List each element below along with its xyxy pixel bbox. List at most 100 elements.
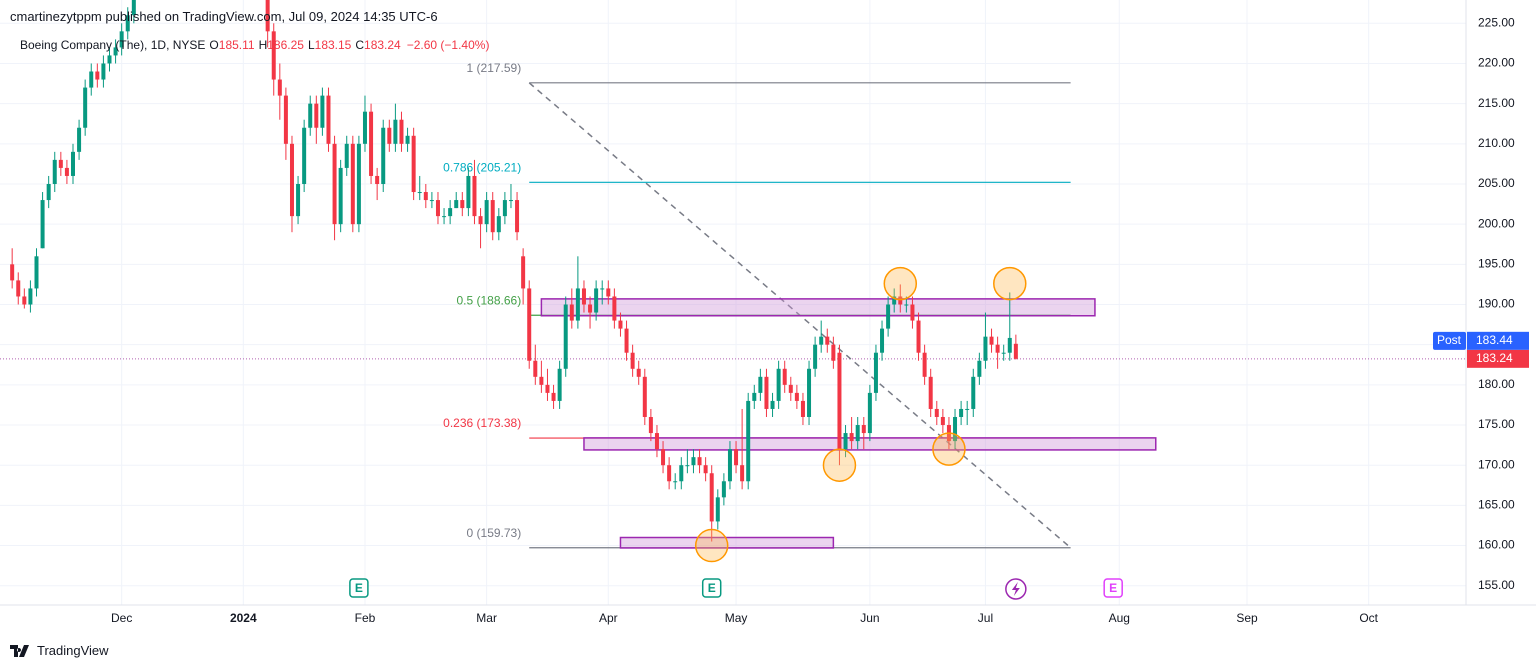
candle-body — [113, 47, 118, 56]
x-tick-label: Jul — [978, 611, 993, 625]
x-tick-label: May — [725, 611, 748, 625]
y-tick-label: 170.00 — [1478, 457, 1515, 471]
candle-body — [867, 392, 872, 434]
candle-body — [435, 200, 440, 217]
candle-body — [52, 159, 57, 184]
candle-body — [995, 344, 1000, 353]
post-price-label: 183.44 — [1476, 333, 1513, 347]
candle-body — [746, 400, 751, 482]
candle-body — [551, 392, 556, 401]
candle-body — [484, 200, 489, 225]
candle-body — [575, 288, 580, 321]
x-tick-label: Jun — [860, 611, 879, 625]
candle-body — [940, 416, 945, 426]
candle-body — [308, 103, 313, 128]
last-price-box — [1467, 349, 1529, 368]
candle-body — [752, 392, 757, 401]
candle-body — [727, 449, 732, 482]
candle-body — [545, 384, 550, 393]
candle-body — [22, 296, 27, 305]
candle-body — [965, 408, 970, 410]
candle-body — [533, 360, 538, 377]
y-tick-label: 205.00 — [1478, 176, 1515, 190]
candle-body — [411, 135, 416, 193]
y-tick-label: 225.00 — [1478, 15, 1515, 29]
ohlc-value: 183.15 — [314, 38, 352, 52]
candle-body — [873, 352, 878, 393]
candle-body — [770, 400, 775, 409]
y-tick-label: 195.00 — [1478, 257, 1515, 271]
candle-body — [928, 376, 933, 409]
candle-body — [983, 336, 988, 361]
candle-body — [356, 143, 361, 225]
candle-body — [107, 55, 112, 64]
candle-body — [703, 465, 708, 474]
y-tick-label: 200.00 — [1478, 216, 1515, 230]
candle-body — [277, 79, 282, 96]
candle-body — [922, 352, 927, 377]
symbol-title: Boeing Company (The), 1D, NYSE — [20, 38, 206, 52]
candle-body — [429, 200, 434, 202]
event-label: E — [355, 581, 363, 595]
candle-body — [910, 304, 915, 321]
ohlc-key: C — [355, 38, 365, 52]
candle-body — [338, 167, 343, 225]
candle-body — [131, 0, 136, 16]
ohlc-value: 186.25 — [267, 38, 304, 52]
post-tag-label: Post — [1437, 333, 1462, 347]
last-price-label: 183.24 — [1476, 351, 1513, 365]
zone — [540, 298, 1096, 317]
candle-body — [697, 457, 702, 466]
fib-label: 0.236 (173.38) — [443, 416, 521, 430]
candle-body — [734, 449, 739, 466]
candle-body — [46, 183, 51, 201]
candle-body — [612, 296, 617, 321]
highlight-circle — [932, 432, 966, 466]
candle-body — [387, 127, 392, 144]
candle-body — [10, 264, 15, 281]
candle-body — [953, 416, 958, 442]
event-box — [349, 578, 369, 598]
y-tick-label: 165.00 — [1478, 498, 1515, 512]
fib-label: 0 (159.73) — [467, 526, 522, 540]
candle-body — [721, 481, 726, 498]
candle-body — [642, 376, 647, 417]
axes: 155.00 160.00 165.00 170.00 175.00 180.00 185.… — [111, 15, 1529, 625]
highlight-circle — [883, 266, 918, 301]
x-tick-label: Feb — [355, 611, 376, 625]
candle-body — [630, 352, 635, 369]
candle-body — [813, 344, 818, 369]
candle-body — [508, 200, 513, 202]
candle-body — [125, 15, 130, 32]
x-tick-label: Dec — [111, 611, 132, 625]
dividend-bolt — [1011, 582, 1020, 596]
candle-body — [399, 119, 404, 144]
candle-body — [375, 175, 380, 184]
candle-body — [423, 192, 428, 201]
candle-body — [16, 280, 21, 297]
candle-body — [861, 425, 866, 434]
y-tick-label: 175.00 — [1478, 417, 1515, 431]
fib-label: 0.5 (188.66) — [457, 293, 522, 307]
candle-body — [776, 368, 781, 401]
candle-body — [1007, 337, 1012, 353]
candle-body — [478, 216, 483, 225]
candle-body — [959, 408, 964, 417]
candle-body — [709, 473, 714, 522]
candle-body — [521, 256, 526, 289]
candle-body — [34, 256, 39, 289]
highlight-circle — [822, 448, 857, 482]
candle-body — [326, 95, 331, 144]
candle-body — [527, 288, 532, 361]
candle-body — [618, 320, 623, 329]
candle-body — [831, 344, 836, 361]
candle-body — [661, 449, 666, 466]
plot-area: 1 (217.59) 0.786 (205.21) 0.5 (188.66) 0.23… — [0, 0, 1466, 600]
y-tick-label: 215.00 — [1478, 96, 1515, 110]
y-tick-label: 155.00 — [1478, 578, 1515, 592]
candle-body — [581, 288, 586, 305]
candle-body — [320, 95, 325, 128]
fib-label: 1 (217.59) — [467, 61, 522, 75]
candle-body — [490, 200, 495, 233]
candle-body — [594, 288, 599, 313]
